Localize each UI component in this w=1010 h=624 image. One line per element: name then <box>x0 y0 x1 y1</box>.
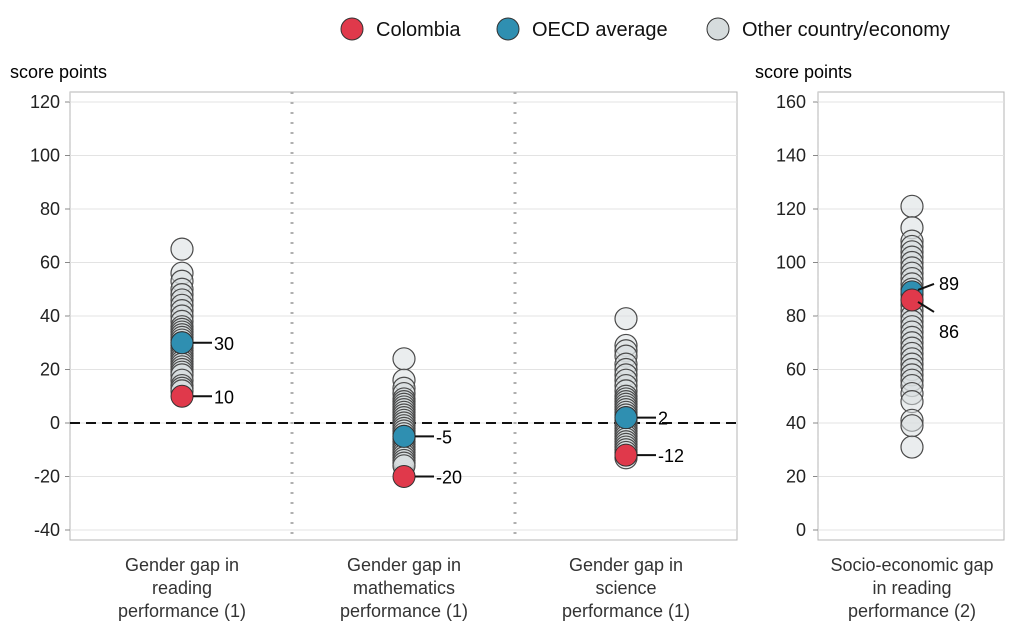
legend-marker <box>340 17 364 41</box>
y-tick-label: 40 <box>40 306 60 326</box>
point-oecd-average <box>170 331 194 355</box>
y-tick-label: 120 <box>776 199 806 219</box>
legend-marker <box>706 17 730 41</box>
point-oecd-average <box>614 406 638 430</box>
data-label-colombia: -12 <box>658 446 684 466</box>
y-tick-label: 60 <box>40 253 60 273</box>
category-label: mathematics <box>353 578 455 598</box>
y-axis-label: score points <box>10 62 107 82</box>
data-label-colombia: 86 <box>939 322 959 342</box>
category-label: Gender gap in <box>569 555 683 575</box>
y-tick-label: 0 <box>796 520 806 540</box>
point-other-country <box>614 307 638 331</box>
category-label: reading <box>152 578 212 598</box>
category-label: in reading <box>872 578 951 598</box>
data-label-oecd: 89 <box>939 274 959 294</box>
point-other-country <box>900 194 924 218</box>
y-tick-label: 120 <box>30 92 60 112</box>
y-tick-label: 60 <box>786 360 806 380</box>
y-tick-label: 100 <box>776 253 806 273</box>
point-colombia <box>614 443 638 467</box>
category-label: Socio-economic gap <box>830 555 993 575</box>
data-label-colombia: 10 <box>214 387 234 407</box>
category-label: performance (1) <box>340 601 468 621</box>
y-tick-label: -20 <box>34 467 60 487</box>
data-label-oecd: 2 <box>658 409 668 429</box>
category-0: 89 86 <box>900 194 959 459</box>
category-label: performance (1) <box>118 601 246 621</box>
category-label: performance (2) <box>848 601 976 621</box>
legend-label: Other country/economy <box>742 19 950 41</box>
category-2: 2 -12 <box>614 307 684 470</box>
category-label: Gender gap in <box>347 555 461 575</box>
point-other-country <box>900 414 924 438</box>
data-label-oecd: 30 <box>214 334 234 354</box>
point-colombia <box>392 465 416 488</box>
category-1: -5 -20 <box>392 347 462 488</box>
y-tick-label: -40 <box>34 520 60 540</box>
data-label-oecd: -5 <box>436 427 452 447</box>
legend-label: Colombia <box>376 19 461 41</box>
point-colombia <box>170 384 194 408</box>
y-tick-label: 20 <box>786 467 806 487</box>
category-0: 30 10 <box>170 237 234 408</box>
point-other-country <box>170 237 194 261</box>
panel-gender-gaps: -40 -20 0 20 40 60 80 100 120 score points 30 10 Gen… <box>10 62 738 621</box>
point-other-country <box>392 347 416 371</box>
y-tick-label: 100 <box>30 146 60 166</box>
panel-socio-economic-gap: 0 20 40 60 80 100 120 140 160 score points 89 86 Soc… <box>755 62 1005 621</box>
leader-line-colombia <box>917 301 935 313</box>
category-label: performance (1) <box>562 601 690 621</box>
y-tick-label: 0 <box>50 413 60 433</box>
legend-marker <box>496 17 520 41</box>
y-tick-label: 40 <box>786 413 806 433</box>
y-tick-label: 80 <box>40 199 60 219</box>
y-tick-label: 20 <box>40 360 60 380</box>
y-axis-label: score points <box>755 62 852 82</box>
legend: Colombia OECD average Other country/econom… <box>340 17 950 41</box>
legend-label: OECD average <box>532 19 668 41</box>
y-tick-label: 80 <box>786 306 806 326</box>
point-oecd-average <box>392 424 416 448</box>
y-tick-label: 160 <box>776 92 806 112</box>
leader-line-oecd <box>917 282 935 291</box>
data-label-colombia: -20 <box>436 468 462 488</box>
category-label: Gender gap in <box>125 555 239 575</box>
y-tick-label: 140 <box>776 146 806 166</box>
point-other-country <box>900 435 924 459</box>
point-colombia <box>900 288 924 312</box>
category-label: science <box>595 578 656 598</box>
